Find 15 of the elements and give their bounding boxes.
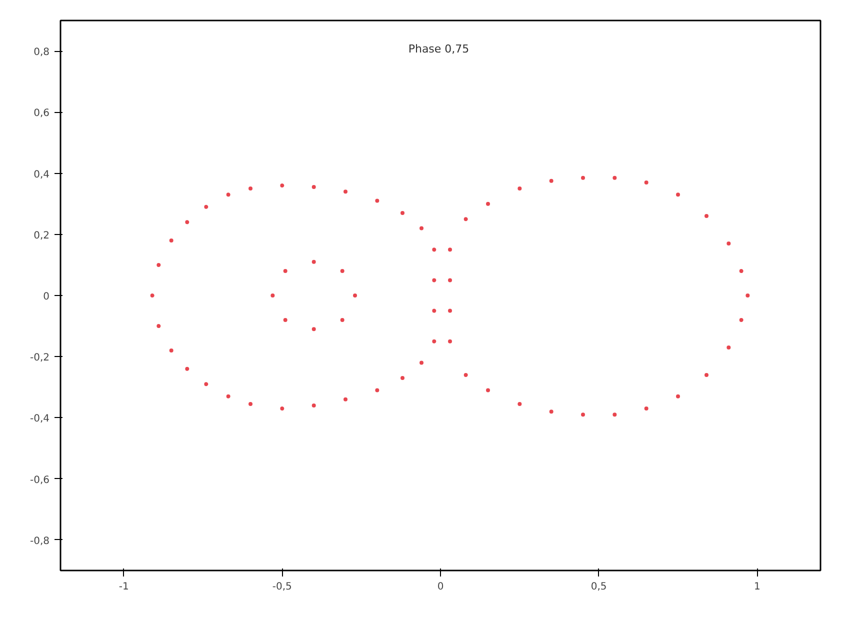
- text: Phase 0,75: [408, 42, 470, 56]
- y-tick-label: -0,2: [30, 352, 50, 364]
- y-tick-label: 0: [43, 292, 50, 302]
- y-tick-label: -0,4: [30, 414, 50, 425]
- y-tick-label: 0,6: [34, 108, 50, 120]
- y-tick-label: 0,4: [34, 169, 50, 180]
- y-tick-label: -0,6: [30, 474, 50, 486]
- y-tick-label: -0,8: [30, 536, 50, 547]
- y-tick-label: 0,2: [34, 230, 50, 242]
- y-tick-label: 0,8: [34, 47, 50, 58]
- x-tick-label: 0,5: [590, 582, 607, 592]
- x-tick-label: 0: [437, 582, 444, 592]
- x-tick-label: -0,5: [272, 582, 292, 592]
- x-tick-label: -1: [118, 582, 129, 592]
- x-tick-label: 1: [754, 582, 760, 592]
